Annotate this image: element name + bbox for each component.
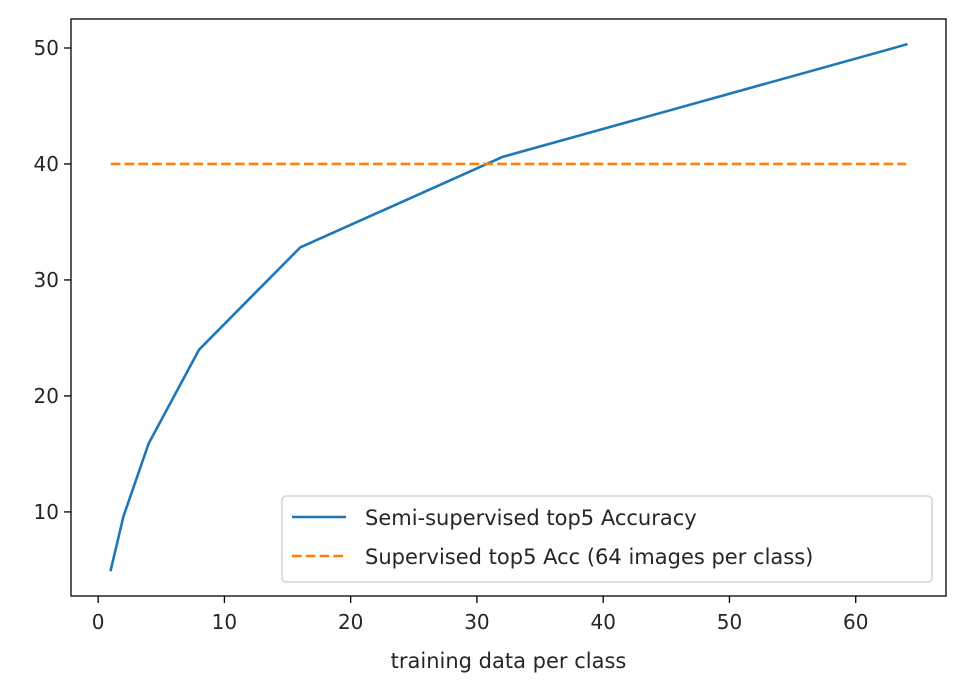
y-tick-label: 30: [34, 268, 59, 292]
series-line-semi-supervised: [109, 42, 908, 572]
axes-frame: [70, 18, 947, 597]
legend-label-supervised: Supervised top5 Acc (64 images per class…: [365, 545, 813, 569]
y-tick-label: 10: [34, 500, 59, 524]
y-axis-ticks: 10 20 30 40 50: [34, 36, 71, 524]
x-tick-label: 0: [92, 610, 105, 634]
legend-label-semi-supervised: Semi-supervised top5 Accuracy: [365, 506, 697, 530]
x-tick-label: 50: [717, 610, 742, 634]
x-tick-label: 30: [464, 610, 489, 634]
y-tick-label: 50: [34, 36, 59, 60]
x-tick-label: 20: [338, 610, 363, 634]
series-layer: [109, 42, 908, 572]
x-tick-label: 40: [590, 610, 615, 634]
x-tick-label: 60: [843, 610, 868, 634]
y-tick-label: 40: [34, 152, 59, 176]
x-tick-label: 10: [212, 610, 237, 634]
x-axis-label: training data per class: [391, 649, 627, 673]
legend-frame: [281, 495, 933, 583]
x-axis-ticks: 0 10 20 30 40 50 60: [92, 596, 868, 634]
y-tick-label: 20: [34, 384, 59, 408]
legend: Semi-supervised top5 Accuracy Supervised…: [281, 495, 933, 583]
